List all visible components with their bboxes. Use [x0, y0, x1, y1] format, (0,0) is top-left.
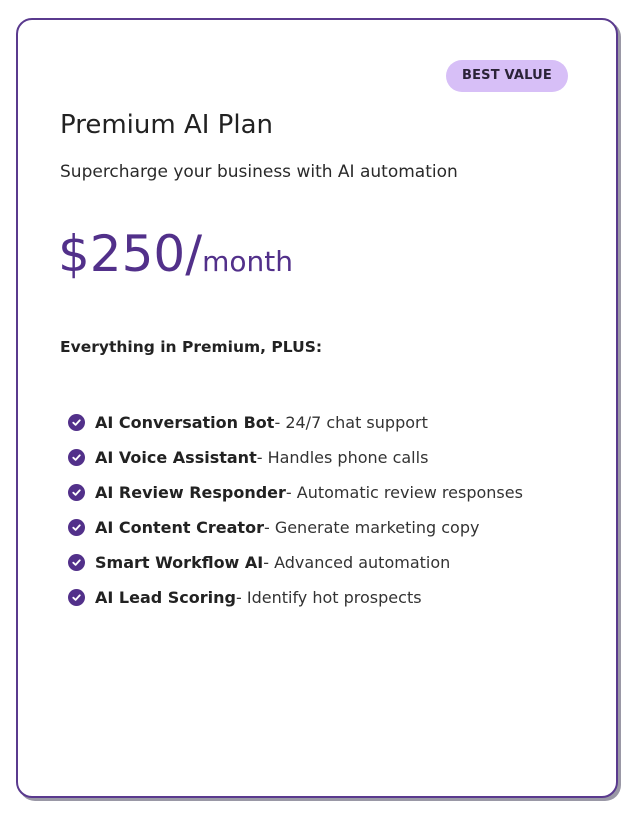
feature-description: - Advanced automation [263, 553, 451, 572]
feature-item: Smart Workflow AI - Advanced automation [68, 545, 523, 580]
price-amount: $250/ [58, 225, 203, 283]
price-period: month [202, 245, 293, 278]
check-circle-icon [68, 414, 85, 431]
check-circle-icon [68, 449, 85, 466]
feature-description: - Identify hot prospects [236, 588, 422, 607]
feature-name: AI Conversation Bot [95, 413, 275, 432]
pricing-card: BEST VALUE Premium AI Plan Supercharge y… [16, 18, 618, 798]
feature-name: AI Lead Scoring [95, 588, 236, 607]
feature-item: AI Voice Assistant - Handles phone calls [68, 440, 523, 475]
feature-item: AI Content Creator - Generate marketing … [68, 510, 523, 545]
check-circle-icon [68, 519, 85, 536]
feature-description: - Handles phone calls [256, 448, 429, 467]
feature-item: AI Lead Scoring - Identify hot prospects [68, 580, 523, 615]
features-heading: Everything in Premium, PLUS: [60, 338, 323, 356]
plan-subtitle: Supercharge your business with AI automa… [60, 162, 458, 182]
plan-title: Premium AI Plan [60, 110, 273, 140]
feature-list: AI Conversation Bot - 24/7 chat support A… [68, 405, 523, 615]
feature-item: AI Conversation Bot - 24/7 chat support [68, 405, 523, 440]
check-circle-icon [68, 484, 85, 501]
check-circle-icon [68, 589, 85, 606]
feature-name: AI Review Responder [95, 483, 286, 502]
feature-description: - 24/7 chat support [274, 413, 428, 432]
feature-name: AI Voice Assistant [95, 448, 257, 467]
feature-item: AI Review Responder - Automatic review r… [68, 475, 523, 510]
feature-name: AI Content Creator [95, 518, 264, 537]
feature-description: - Generate marketing copy [263, 518, 480, 537]
feature-description: - Automatic review responses [285, 483, 523, 502]
plan-price: $250/month [58, 225, 293, 283]
check-circle-icon [68, 554, 85, 571]
feature-name: Smart Workflow AI [95, 553, 264, 572]
best-value-badge: BEST VALUE [446, 60, 568, 92]
